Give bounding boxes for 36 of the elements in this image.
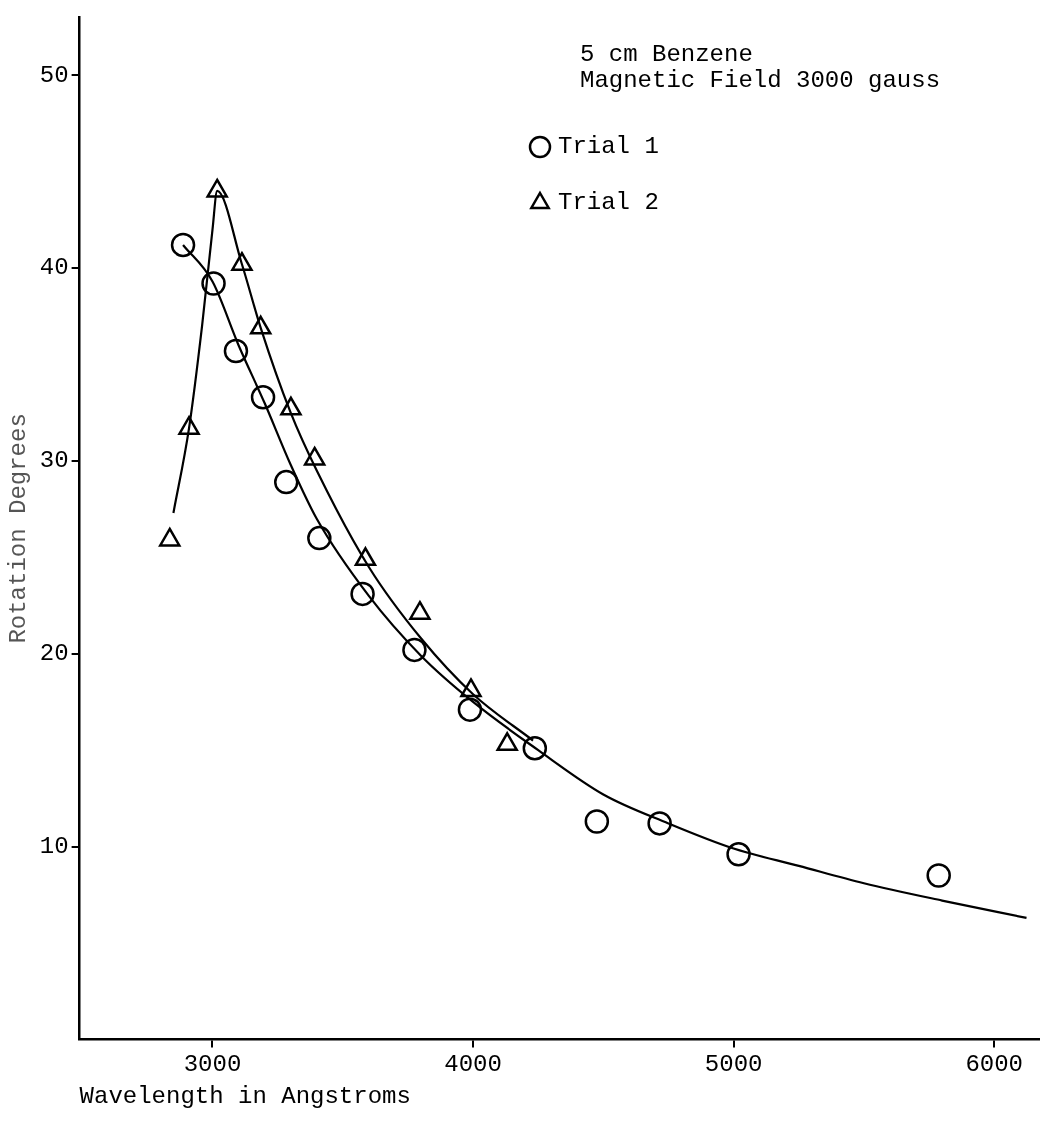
point: [273, 469, 299, 495]
x-axis-title: Wavelength in Angstroms: [79, 1082, 411, 1110]
legend-label: Trial 2: [558, 189, 659, 217]
point: [409, 601, 431, 620]
point: [402, 637, 427, 663]
point: [350, 581, 375, 607]
point: [354, 547, 377, 566]
point: [460, 678, 482, 698]
x-tick-label: 3000: [183, 1051, 242, 1079]
point: [522, 735, 548, 761]
point: [584, 809, 610, 834]
point: [726, 842, 751, 867]
y-tick-label: 50: [39, 61, 69, 89]
y-axis-title: Rotation Degrees: [4, 413, 32, 644]
point: [206, 178, 228, 198]
y-tick-label: 40: [39, 254, 69, 282]
point: [926, 863, 951, 888]
point: [303, 446, 326, 466]
point: [647, 811, 672, 836]
point: [178, 415, 200, 435]
y-tick-label: 20: [39, 640, 69, 668]
point: [158, 527, 181, 547]
annotation: Magnetic Field 3000 gauss: [580, 67, 941, 95]
annotation: 5 cm Benzene: [580, 41, 753, 69]
point: [457, 697, 483, 722]
x-tick-label: 5000: [704, 1051, 763, 1079]
point: [307, 525, 332, 551]
point: [280, 396, 302, 416]
x-tick-label: 6000: [965, 1051, 1024, 1079]
legend-label: Trial 1: [558, 133, 659, 161]
y-tick-label: 30: [39, 447, 69, 475]
point: [231, 251, 253, 271]
point: [249, 315, 272, 335]
y-tick-label: 10: [39, 832, 69, 860]
point: [496, 732, 518, 752]
x-tick-label: 4000: [444, 1051, 502, 1079]
